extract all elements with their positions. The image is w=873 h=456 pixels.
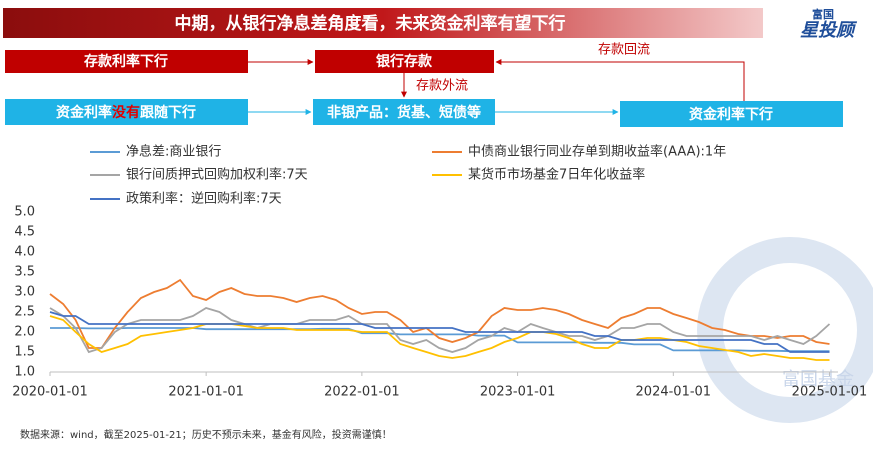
series-line — [50, 327, 830, 353]
y-tick-label: 3.5 — [14, 265, 35, 280]
x-tick-label: 2023-01-01 — [480, 385, 556, 400]
flow-box — [313, 99, 495, 125]
flow-node: 非银产品：货基、短债等 — [327, 104, 481, 121]
flow-node: 资金利率没有跟随下行 — [56, 104, 196, 121]
y-tick-label: 1.5 — [14, 345, 35, 360]
series-line — [49, 315, 830, 361]
flow-box — [5, 99, 248, 125]
x-tick-label: 2025-01-01 — [792, 385, 868, 400]
title-bar — [3, 8, 763, 38]
y-tick-label: 5.0 — [14, 205, 35, 220]
x-tick-label: 2020-01-01 — [12, 385, 88, 400]
flow-node: 资金利率下行 — [689, 106, 773, 123]
legend-label: 银行间质押式回购加权利率:7天 — [126, 167, 308, 183]
edge-label: 存款回流 — [598, 43, 650, 58]
flow-node: 存款利率下行 — [84, 53, 168, 70]
series-line — [49, 311, 830, 353]
flow-text: 跟随下行 — [140, 104, 196, 121]
chart-title: 中期，从银行净息差角度看，未来资金利率有望下行 — [175, 13, 566, 34]
flow-box — [315, 50, 494, 73]
flow-arrows — [248, 59, 745, 115]
flow-text-highlight: 没有 — [112, 104, 140, 121]
y-tick-label: 4.0 — [14, 245, 35, 260]
flow-box — [5, 50, 248, 73]
legend-label: 中债商业银行同业存单到期收益率(AAA):1年 — [468, 144, 726, 160]
y-tick-label: 2.0 — [14, 325, 35, 340]
flow-text: 资金利率 — [56, 104, 112, 121]
x-tick-label: 2022-01-01 — [324, 385, 400, 400]
watermark-logo — [697, 237, 873, 423]
flow-box — [620, 101, 843, 127]
x-tick-label: 2024-01-01 — [636, 385, 712, 400]
y-tick-label: 4.5 — [14, 225, 35, 240]
y-tick-label: 2.5 — [14, 305, 35, 320]
watermark: 富国基金 — [782, 369, 854, 390]
series-line — [49, 278, 830, 349]
source-note: 数据来源：wind，截至2025-01-21；历史不预示未来，基金有风险，投资需… — [20, 428, 392, 441]
flow-node: 银行存款 — [376, 53, 433, 70]
logo-top: 富国 — [812, 7, 834, 21]
x-tick-label: 2021-01-01 — [168, 385, 244, 400]
y-tick-label: 1.0 — [14, 365, 35, 380]
logo-main: 星投顾 — [800, 20, 858, 41]
legend-label: 净息差:商业银行 — [126, 144, 221, 160]
y-tick-label: 3.0 — [14, 285, 35, 300]
legend-label: 政策利率：逆回购利率:7天 — [126, 191, 282, 207]
series-line — [49, 307, 831, 354]
legend-label: 某货币市场基金7日年化收益率 — [468, 167, 645, 183]
edge-label: 存款外流 — [416, 79, 468, 94]
